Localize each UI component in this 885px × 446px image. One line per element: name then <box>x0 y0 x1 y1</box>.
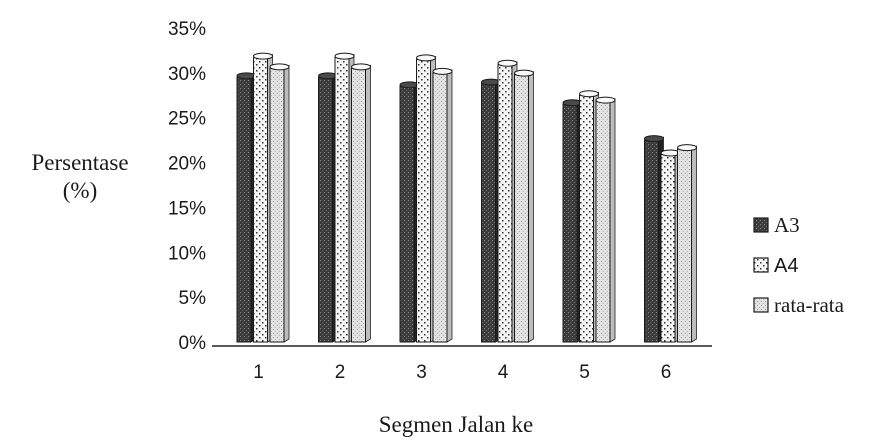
x-axis-label: Segmen Jalan ke <box>379 412 534 437</box>
bar-top <box>269 63 290 71</box>
bar-front <box>236 76 252 343</box>
bar-top <box>334 52 355 60</box>
legend-item: A3 <box>753 213 800 237</box>
bar-front <box>432 72 448 343</box>
bar-top <box>351 63 371 71</box>
bar-front <box>579 94 594 343</box>
bars-group <box>236 52 697 343</box>
bar-front <box>334 57 350 343</box>
legend: A3 A4 rata-rata <box>753 213 845 317</box>
legend-swatch <box>753 257 769 273</box>
bar-side <box>446 69 453 343</box>
y-axis-label-line2: (%) <box>63 178 97 203</box>
bar-top <box>416 54 436 62</box>
legend-item: rata-rata <box>753 293 845 317</box>
bar-top <box>514 69 534 77</box>
bar-top <box>432 67 453 75</box>
legend-label: A4 <box>774 255 798 277</box>
bar-front <box>644 139 659 343</box>
bar-front <box>514 74 529 343</box>
bar-side <box>528 70 534 343</box>
x-tick-label: 5 <box>579 362 590 383</box>
y-tick-label: 35% <box>168 19 206 40</box>
x-tick-label: 2 <box>335 362 346 383</box>
bar <box>644 135 664 343</box>
bar-top <box>253 52 273 60</box>
bar-side <box>283 64 290 343</box>
bar-top <box>579 90 599 98</box>
bar-front <box>677 148 692 343</box>
bar-top <box>644 135 664 143</box>
bar <box>514 69 534 343</box>
bar-side <box>365 64 371 343</box>
bar-front <box>318 76 333 343</box>
y-tick-label: 5% <box>179 288 207 309</box>
bar <box>432 67 453 343</box>
legend-label: A3 <box>774 213 800 237</box>
bar <box>351 63 371 343</box>
x-tick-label: 3 <box>416 362 427 383</box>
y-tick-label: 25% <box>168 109 206 130</box>
y-axis-label-line1: Persentase <box>31 150 128 175</box>
bar-side <box>691 145 697 343</box>
y-tick-label: 0% <box>179 333 207 354</box>
x-tick-label: 6 <box>661 362 672 383</box>
x-tick-label: 1 <box>253 362 264 383</box>
bar-top <box>595 96 616 104</box>
bar-front <box>269 67 285 343</box>
bar-front <box>351 67 366 343</box>
legend-item: A4 <box>753 255 798 277</box>
bar-top <box>497 59 518 67</box>
bar-front <box>660 153 676 343</box>
x-tick-labels: 1 2 3 4 5 6 <box>253 362 671 383</box>
bar-front <box>416 58 431 343</box>
y-tick-label: 30% <box>168 64 206 85</box>
bar-front <box>497 64 513 343</box>
bar-front <box>253 57 268 343</box>
y-tick-label: 10% <box>168 243 206 264</box>
x-tick-label: 4 <box>498 362 509 383</box>
bar-front <box>562 103 578 343</box>
legend-label: rata-rata <box>774 293 845 317</box>
bar-front <box>595 101 611 343</box>
bar-side <box>609 97 616 343</box>
bar <box>595 96 616 343</box>
bar-top <box>677 144 697 152</box>
bar-front <box>481 83 496 343</box>
legend-swatch <box>753 297 769 313</box>
bar-front <box>399 85 415 343</box>
y-tick-label: 15% <box>168 198 206 219</box>
y-tick-labels: 0% 5% 10% 15% 20% 25% 30% 35% <box>168 19 206 354</box>
y-tick-label: 20% <box>168 154 206 175</box>
bar <box>677 144 697 343</box>
legend-swatch <box>753 217 769 233</box>
bar <box>269 63 290 343</box>
